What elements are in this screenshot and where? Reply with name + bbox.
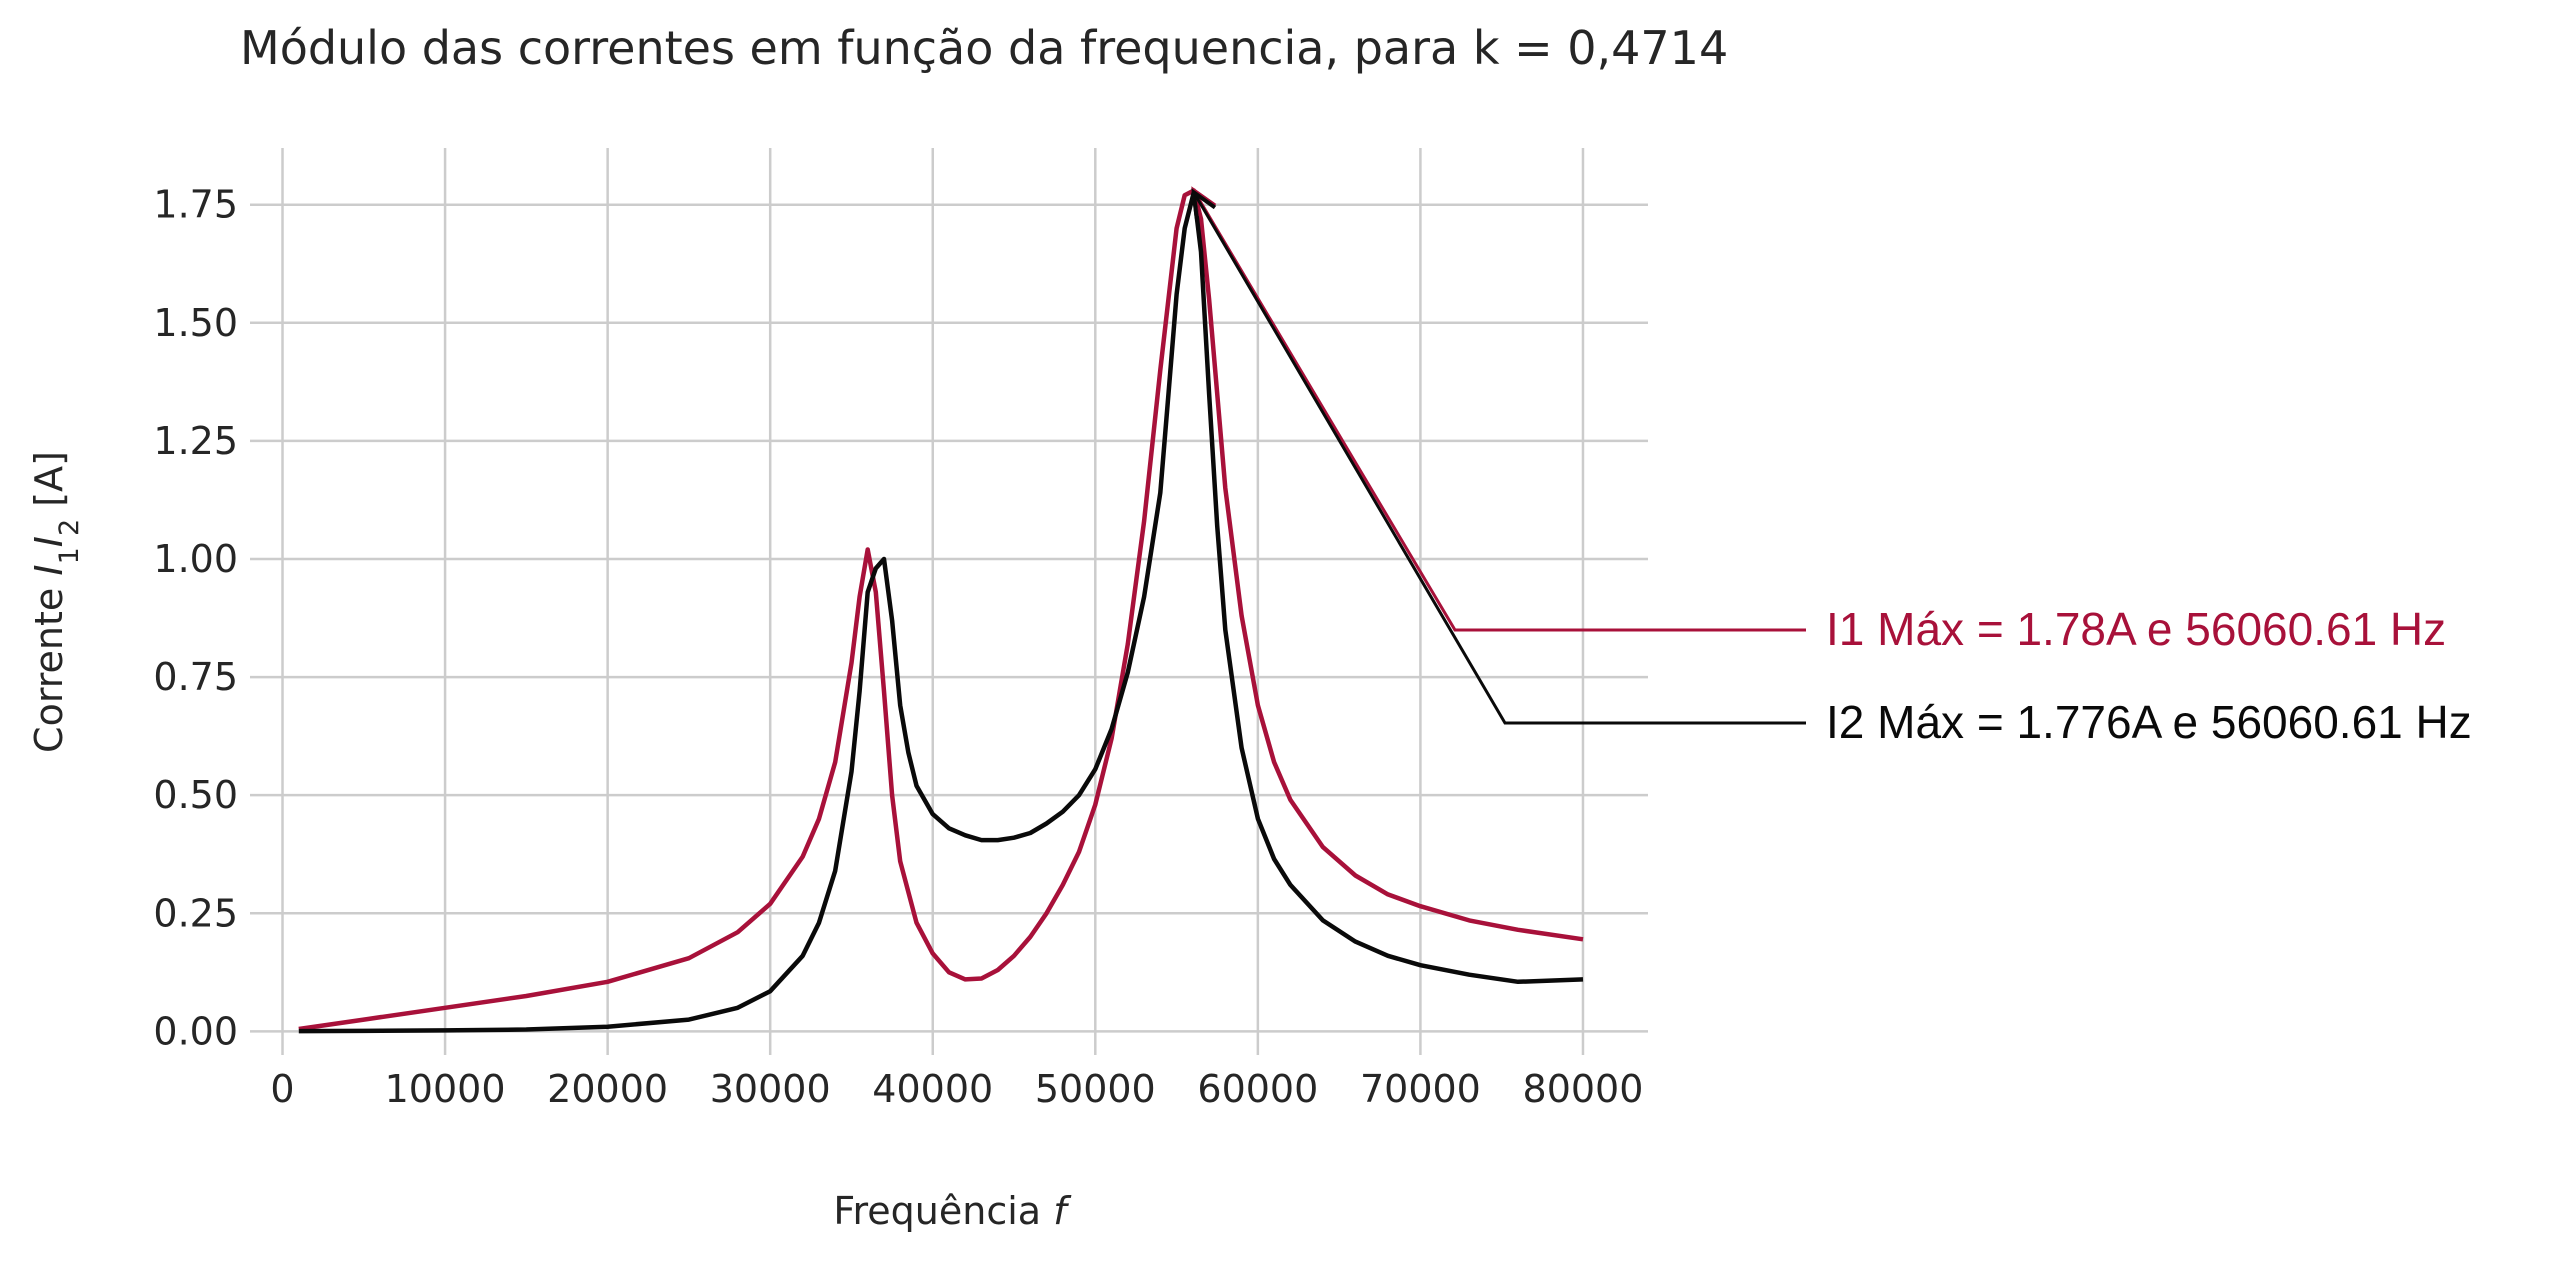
y-axis-label-var2: I: [27, 536, 71, 547]
x-tick-label: 40000: [872, 1067, 993, 1111]
annotations: I1 Máx = 1.78A e 56060.61 Hz I2 Máx = 1.7…: [1191, 186, 2472, 748]
y-axis-label: Corrente I1I2 [A]: [27, 451, 85, 753]
x-axis-label-var: f: [1053, 1189, 1072, 1233]
y-tick-labels: 0.00 0.25 0.50 0.75 1.00 1.25 1.50 1.75: [153, 183, 238, 1054]
y-axis-label-sub1: 1: [54, 547, 85, 564]
x-axis-label: Frequência f: [833, 1189, 1072, 1233]
x-tick-label: 10000: [385, 1067, 506, 1111]
grid: [250, 148, 1648, 1055]
y-tick-label: 1.00: [153, 537, 238, 581]
y-tick-label: 1.50: [153, 301, 238, 345]
x-axis-label-text: Frequência: [833, 1189, 1041, 1233]
y-axis-label-var1: I: [27, 564, 71, 575]
y-tick-label: 0.25: [153, 891, 238, 935]
x-tick-labels: 0 10000 20000 30000 40000 50000 60000 70000 8000…: [270, 1067, 1643, 1111]
series-line-i1: [298, 188, 1584, 1032]
series: [298, 188, 1584, 1034]
x-tick-label: 60000: [1197, 1067, 1318, 1111]
annotation-line-i2: [1192, 191, 1806, 725]
x-tick-label: 0: [270, 1067, 294, 1111]
y-axis-label-sub2: 2: [54, 519, 85, 536]
annotation-arrowhead-i2: [1191, 188, 1217, 219]
annotation-label-i2: I2 Máx = 1.776A e 56060.61 Hz: [1826, 696, 2472, 748]
y-tick-label: 1.75: [153, 183, 238, 227]
y-axis-label-unit: [A]: [27, 451, 71, 507]
y-tick-label: 1.25: [153, 419, 238, 463]
x-tick-label: 20000: [547, 1067, 668, 1111]
y-axis-label-text: Corrente: [27, 588, 71, 753]
y-tick-label: 0.00: [153, 1009, 238, 1053]
annotation-line-i1: [1192, 189, 1806, 632]
x-tick-label: 70000: [1360, 1067, 1481, 1111]
chart-title: Módulo das correntes em função da freque…: [240, 21, 1728, 75]
x-tick-label: 30000: [710, 1067, 831, 1111]
series-line-i2: [298, 190, 1584, 1034]
x-tick-label: 50000: [1035, 1067, 1156, 1111]
x-tick-label: 80000: [1523, 1067, 1644, 1111]
y-tick-label: 0.50: [153, 773, 238, 817]
annotation-label-i1: I1 Máx = 1.78A e 56060.61 Hz: [1826, 603, 2446, 655]
y-tick-label: 0.75: [153, 655, 238, 699]
